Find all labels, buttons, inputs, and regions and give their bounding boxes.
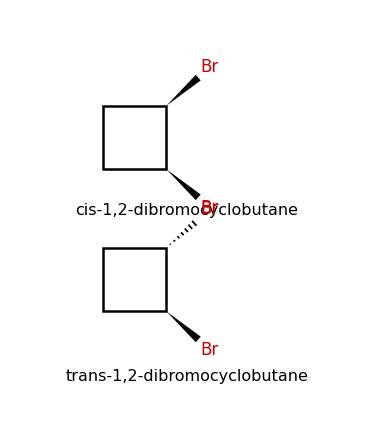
- Text: trans-1,2-dibromocyclobutane: trans-1,2-dibromocyclobutane: [65, 369, 309, 384]
- Text: Br: Br: [200, 199, 218, 217]
- Polygon shape: [166, 312, 201, 342]
- Polygon shape: [166, 169, 201, 200]
- Text: Br: Br: [200, 200, 218, 218]
- Text: Br: Br: [200, 58, 218, 76]
- Text: cis-1,2-dibromocyclobutane: cis-1,2-dibromocyclobutane: [76, 203, 298, 218]
- Text: Br: Br: [200, 342, 218, 359]
- Polygon shape: [166, 75, 201, 105]
